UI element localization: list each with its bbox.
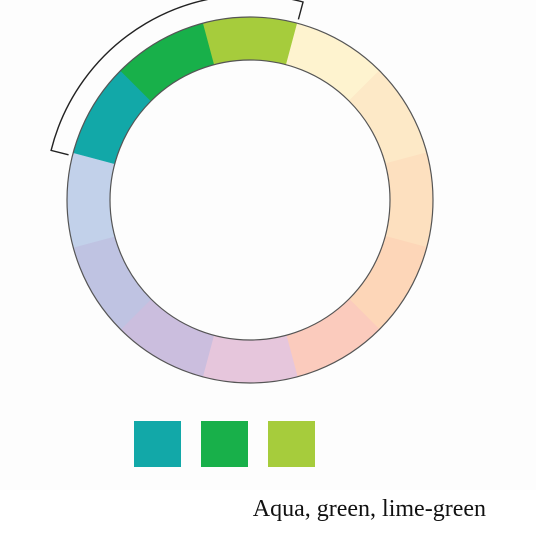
- wheel-segment-pale-blue: [66, 152, 116, 248]
- highlight-bracket: [50, 0, 304, 156]
- wheel-outer-edge: [66, 16, 434, 384]
- swatch-green: [201, 421, 248, 467]
- wheel-segment-pale-pink: [202, 334, 298, 384]
- caption: Aqua, green, lime-green: [252, 496, 486, 522]
- swatch-lime-green: [268, 421, 315, 467]
- wheel-segment-pale-peach-2: [384, 152, 434, 248]
- wheel-segment-lime-green: [202, 16, 298, 66]
- swatch-aqua: [134, 421, 181, 467]
- wheel-inner-edge: [109, 59, 391, 341]
- color-wheel: [50, 0, 434, 384]
